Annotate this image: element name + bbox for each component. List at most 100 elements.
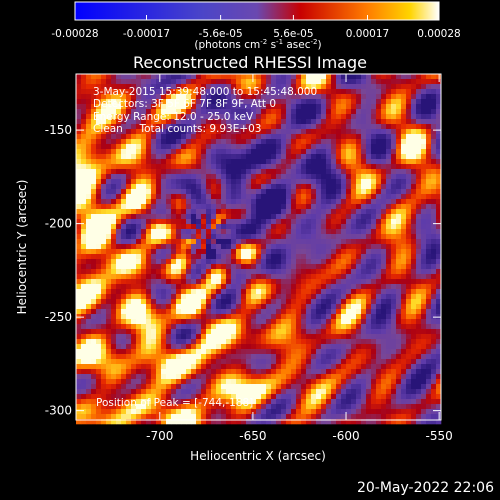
heatmap-cell	[336, 179, 342, 185]
heatmap-cell	[146, 174, 152, 180]
heatmap-cell	[436, 269, 442, 275]
heatmap-cell	[221, 124, 227, 130]
heatmap-cell	[356, 379, 362, 385]
heatmap-cell	[171, 104, 177, 110]
heatmap-cell	[341, 364, 347, 370]
heatmap-cell	[291, 334, 297, 340]
heatmap-cell	[256, 374, 262, 380]
heatmap-cell	[121, 359, 127, 365]
heatmap-cell	[251, 119, 257, 125]
heatmap-cell	[326, 219, 332, 225]
heatmap-cell	[266, 339, 272, 345]
heatmap-cell	[291, 129, 297, 135]
heatmap-cell	[216, 109, 222, 115]
heatmap-cell	[201, 384, 207, 390]
heatmap-cell	[291, 404, 297, 410]
heatmap-cell	[231, 214, 237, 220]
heatmap-cell	[296, 239, 302, 245]
heatmap-cell	[156, 144, 162, 150]
heatmap-cell	[436, 84, 442, 90]
heatmap-cell	[81, 364, 87, 370]
heatmap-cell	[226, 234, 232, 240]
heatmap-cell	[156, 239, 162, 245]
heatmap-cell	[361, 384, 367, 390]
heatmap-cell	[371, 339, 377, 345]
heatmap-cell	[186, 129, 192, 135]
heatmap-cell	[201, 319, 207, 325]
heatmap-cell	[111, 254, 117, 260]
heatmap-cell	[121, 289, 127, 295]
heatmap-cell	[76, 259, 82, 265]
heatmap-cell	[376, 164, 382, 170]
heatmap-cell	[361, 129, 367, 135]
heatmap-cell	[351, 149, 357, 155]
heatmap-cell	[366, 199, 372, 205]
heatmap-cell	[201, 179, 207, 185]
heatmap-cell	[156, 369, 162, 375]
heatmap-cell	[116, 264, 122, 270]
heatmap-cell	[316, 259, 322, 265]
heatmap-cell	[226, 79, 232, 85]
heatmap-cell	[381, 344, 387, 350]
heatmap-cell	[186, 344, 192, 350]
heatmap-cell	[321, 334, 327, 340]
heatmap-cell	[231, 344, 237, 350]
heatmap-cell	[91, 74, 97, 80]
heatmap-cell	[296, 169, 302, 175]
heatmap-cell	[106, 164, 112, 170]
heatmap-cell	[301, 174, 307, 180]
heatmap-cell	[376, 379, 382, 385]
heatmap-cell	[281, 294, 287, 300]
heatmap-cell	[306, 109, 312, 115]
heatmap-cell	[411, 294, 417, 300]
heatmap-cell	[101, 319, 107, 325]
heatmap-cell	[376, 114, 382, 120]
heatmap-cell	[81, 379, 87, 385]
heatmap-cell	[311, 134, 317, 140]
heatmap-cell	[306, 374, 312, 380]
heatmap-cell	[331, 344, 337, 350]
heatmap-cell	[291, 94, 297, 100]
heatmap-cell	[421, 249, 427, 255]
heatmap-cell	[316, 254, 322, 260]
heatmap-cell	[436, 354, 442, 360]
heatmap-cell	[296, 104, 302, 110]
heatmap-cell	[246, 229, 252, 235]
heatmap-cell	[96, 304, 102, 310]
heatmap-cell	[301, 399, 307, 405]
heatmap-cell	[391, 404, 397, 410]
heatmap-cell	[321, 179, 327, 185]
heatmap-cell	[166, 269, 172, 275]
heatmap-cell	[366, 234, 372, 240]
heatmap-cell	[126, 304, 132, 310]
heatmap-cell	[86, 394, 92, 400]
heatmap-cell	[241, 329, 247, 335]
heatmap-cell	[271, 234, 277, 240]
heatmap-cell	[156, 209, 162, 215]
heatmap-cell	[361, 159, 367, 165]
heatmap-cell	[211, 179, 217, 185]
heatmap-cell	[281, 324, 287, 330]
heatmap-cell	[336, 104, 342, 110]
heatmap-cell	[216, 384, 222, 390]
heatmap-cell	[211, 274, 217, 280]
heatmap-cell	[91, 384, 97, 390]
heatmap-cell	[201, 344, 207, 350]
heatmap-cell	[131, 154, 137, 160]
heatmap-cell	[296, 284, 302, 290]
heatmap-cell	[276, 369, 282, 375]
heatmap-cell	[101, 369, 107, 375]
heatmap-cell	[191, 304, 197, 310]
heatmap-cell	[296, 409, 302, 415]
heatmap-cell	[176, 184, 182, 190]
heatmap-cell	[151, 79, 157, 85]
heatmap-cell	[396, 209, 402, 215]
heatmap-cell	[391, 124, 397, 130]
heatmap-cell	[381, 304, 387, 310]
heatmap-cell	[141, 349, 147, 355]
heatmap-cell	[131, 74, 137, 80]
heatmap-cell	[141, 249, 147, 255]
heatmap-cell	[166, 129, 172, 135]
heatmap-cell	[216, 89, 222, 95]
heatmap-cell	[231, 139, 237, 145]
